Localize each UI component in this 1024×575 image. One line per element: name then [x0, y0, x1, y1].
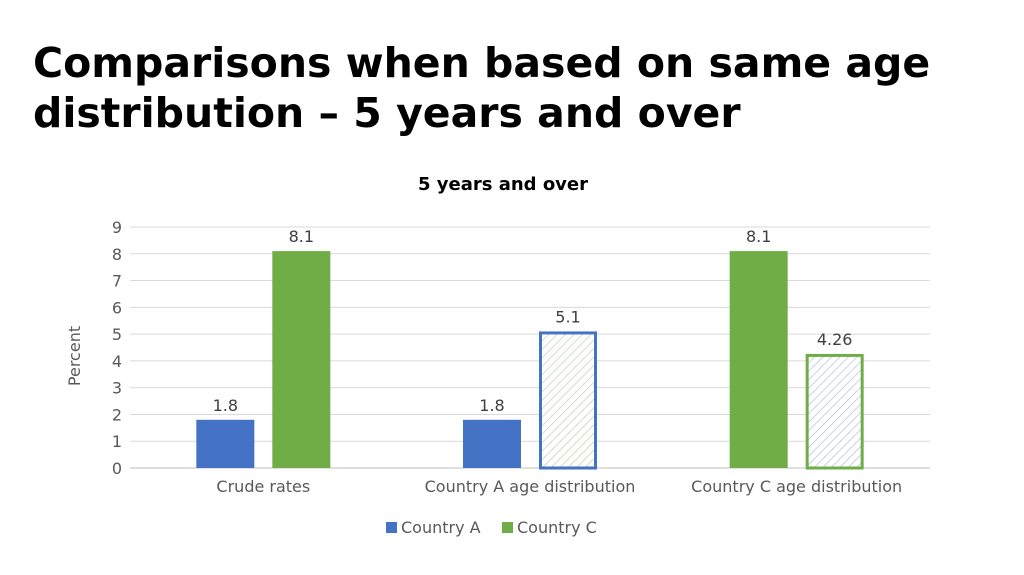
bar — [196, 419, 255, 468]
bar — [463, 419, 521, 468]
data-label: 8.1 — [289, 227, 314, 246]
data-label: 1.8 — [213, 396, 238, 415]
y-tick-label: 7 — [112, 272, 122, 291]
slide-title: Comparisons when based on same age distr… — [33, 38, 993, 138]
y-tick-label: 9 — [112, 218, 122, 237]
x-tick-label: Crude rates — [216, 477, 310, 496]
gridlines — [130, 226, 930, 469]
y-tick-label: 2 — [112, 405, 122, 424]
legend-label: Country A — [401, 518, 481, 537]
bar — [805, 353, 864, 470]
x-tick-label: Country C age distribution — [691, 477, 902, 496]
legend-label: Country C — [517, 518, 597, 537]
data-label: 4.26 — [817, 330, 853, 349]
y-tick-label: 0 — [112, 459, 122, 478]
bar — [729, 251, 788, 468]
y-axis-label: Percent — [65, 326, 84, 386]
legend-swatch — [502, 522, 513, 533]
y-tick-label: 6 — [112, 298, 122, 317]
y-tick-label: 3 — [112, 379, 122, 398]
y-tick-label: 4 — [112, 352, 122, 371]
y-tick-labels: 0 1 2 3 4 5 6 7 8 9 — [112, 218, 122, 478]
bar — [539, 331, 597, 470]
bar — [272, 251, 331, 468]
y-tick-label: 8 — [112, 245, 122, 264]
slide-title-line-1: Comparisons when based on same age — [33, 39, 931, 87]
chart-title: 5 years and over — [418, 174, 588, 195]
data-label: 5.1 — [555, 307, 580, 326]
y-tick-label: 5 — [112, 325, 122, 344]
bars — [196, 251, 864, 470]
data-labels: 1.8 8.1 1.8 5.1 8.1 4.26 — [213, 227, 853, 415]
y-tick-label: 1 — [112, 432, 122, 451]
data-label: 1.8 — [479, 396, 504, 415]
legend: Country A Country C — [386, 518, 597, 537]
legend-swatch — [386, 522, 397, 533]
x-tick-label: Country A age distribution — [425, 477, 636, 496]
slide-title-line-2: distribution – 5 years and over — [33, 89, 741, 137]
x-tick-labels: Crude rates Country A age distribution Cou… — [216, 477, 902, 496]
data-label: 8.1 — [746, 227, 771, 246]
